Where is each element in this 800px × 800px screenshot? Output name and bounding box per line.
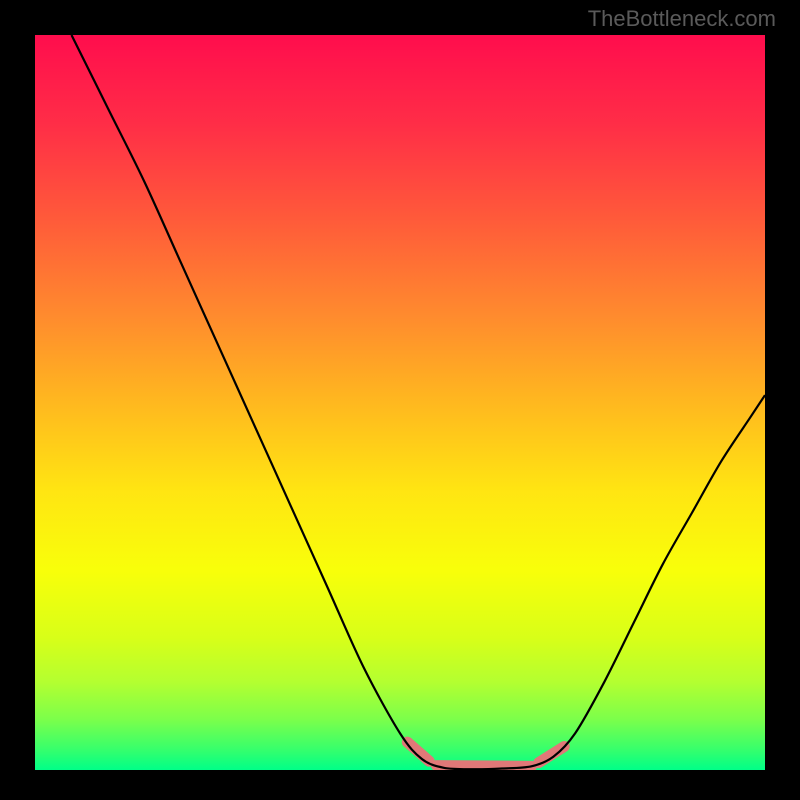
bottleneck-chart	[0, 0, 800, 800]
watermark-text: TheBottleneck.com	[588, 6, 776, 32]
plot-background	[35, 35, 765, 770]
highlight-segment	[437, 766, 532, 767]
